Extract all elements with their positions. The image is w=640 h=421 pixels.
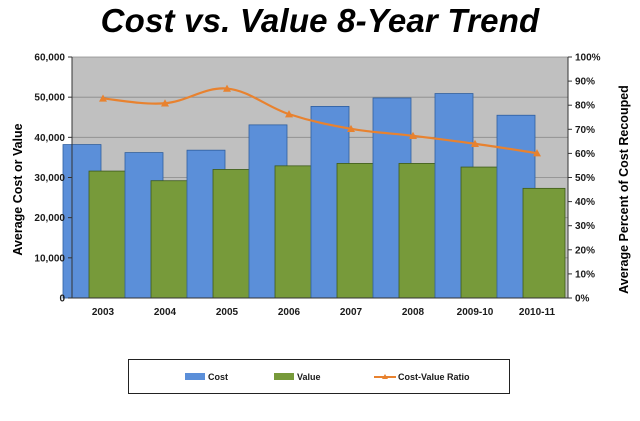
legend-swatch-cost	[185, 373, 205, 380]
y-tick-label: 60,000	[34, 53, 65, 64]
ratio-point-2006	[285, 110, 293, 118]
ratio-point-2003	[99, 94, 107, 102]
bar-value-2008	[398, 163, 442, 299]
bars	[62, 93, 566, 299]
y2-tick-label: 50%	[575, 173, 595, 184]
y2-tick-label: 100%	[575, 53, 601, 64]
chart-title: Cost vs. Value 8-Year Trend	[100, 2, 540, 39]
y2-tick-label: 20%	[575, 245, 595, 256]
legend-swatch-ratio	[374, 373, 396, 381]
x-tick-label: 2010-11	[519, 307, 556, 318]
legend-label-cost: Cost	[208, 371, 228, 382]
bar-value-2007	[336, 163, 380, 299]
legend: Cost Value Cost-Value Ratio	[128, 359, 510, 394]
ratio-point-2009-10	[471, 139, 479, 147]
x-tick-label: 2005	[216, 307, 239, 318]
y-axis-label: Average Cost or Value	[11, 123, 25, 255]
legend-swatch-value	[274, 373, 294, 380]
x-tick-label: 2009-10	[457, 307, 494, 318]
x-tick-label: 2004	[154, 307, 177, 318]
y2-tick-label: 60%	[575, 149, 595, 160]
bar-value-2003	[88, 170, 132, 299]
bar-value-2010-11	[522, 187, 566, 299]
y2-tick-label: 70%	[575, 125, 595, 136]
y-tick-label: 40,000	[34, 133, 65, 144]
bar-value-2004	[150, 180, 194, 299]
y-tick-label: 30,000	[34, 173, 65, 184]
legend-label-value: Value	[297, 371, 321, 382]
ratio-point-2007	[347, 124, 355, 133]
y-tick-label: 0	[59, 294, 65, 305]
y2-tick-label: 10%	[575, 269, 595, 280]
tick-labels: 0 10,000 20,000 30,000 40,000 50,000 60,000 0% 1…	[34, 53, 600, 319]
legend-item-cost: Cost	[185, 360, 228, 393]
y-tick-label: 50,000	[34, 93, 65, 104]
legend-item-value: Value	[274, 360, 321, 393]
y2-axis-label: Average Percent of Cost Recouped	[617, 85, 631, 294]
x-tick-label: 2003	[92, 307, 115, 318]
ratio-point-2008	[409, 131, 417, 140]
legend-item-ratio: Cost-Value Ratio	[374, 360, 470, 393]
ratio-point-2004	[161, 99, 169, 107]
legend-label-ratio: Cost-Value Ratio	[398, 371, 470, 382]
ratio-point-2010-11	[533, 149, 541, 157]
y-tick-label: 10,000	[34, 253, 65, 264]
x-tick-label: 2007	[340, 307, 363, 318]
y2-tick-label: 30%	[575, 221, 595, 232]
y2-tick-label: 0%	[575, 294, 590, 305]
y2-tick-label: 90%	[575, 77, 595, 88]
ratio-line-group	[99, 84, 541, 157]
y-tick-label: 20,000	[34, 213, 65, 224]
bar-value-2009-10	[460, 166, 504, 299]
y2-tick-label: 80%	[575, 101, 595, 112]
x-tick-label: 2008	[402, 307, 425, 318]
x-tick-label: 2006	[278, 307, 301, 318]
ratio-point-2005	[223, 84, 231, 92]
axes	[68, 56, 572, 299]
y2-tick-label: 40%	[575, 197, 595, 208]
ratio-line	[102, 87, 538, 155]
